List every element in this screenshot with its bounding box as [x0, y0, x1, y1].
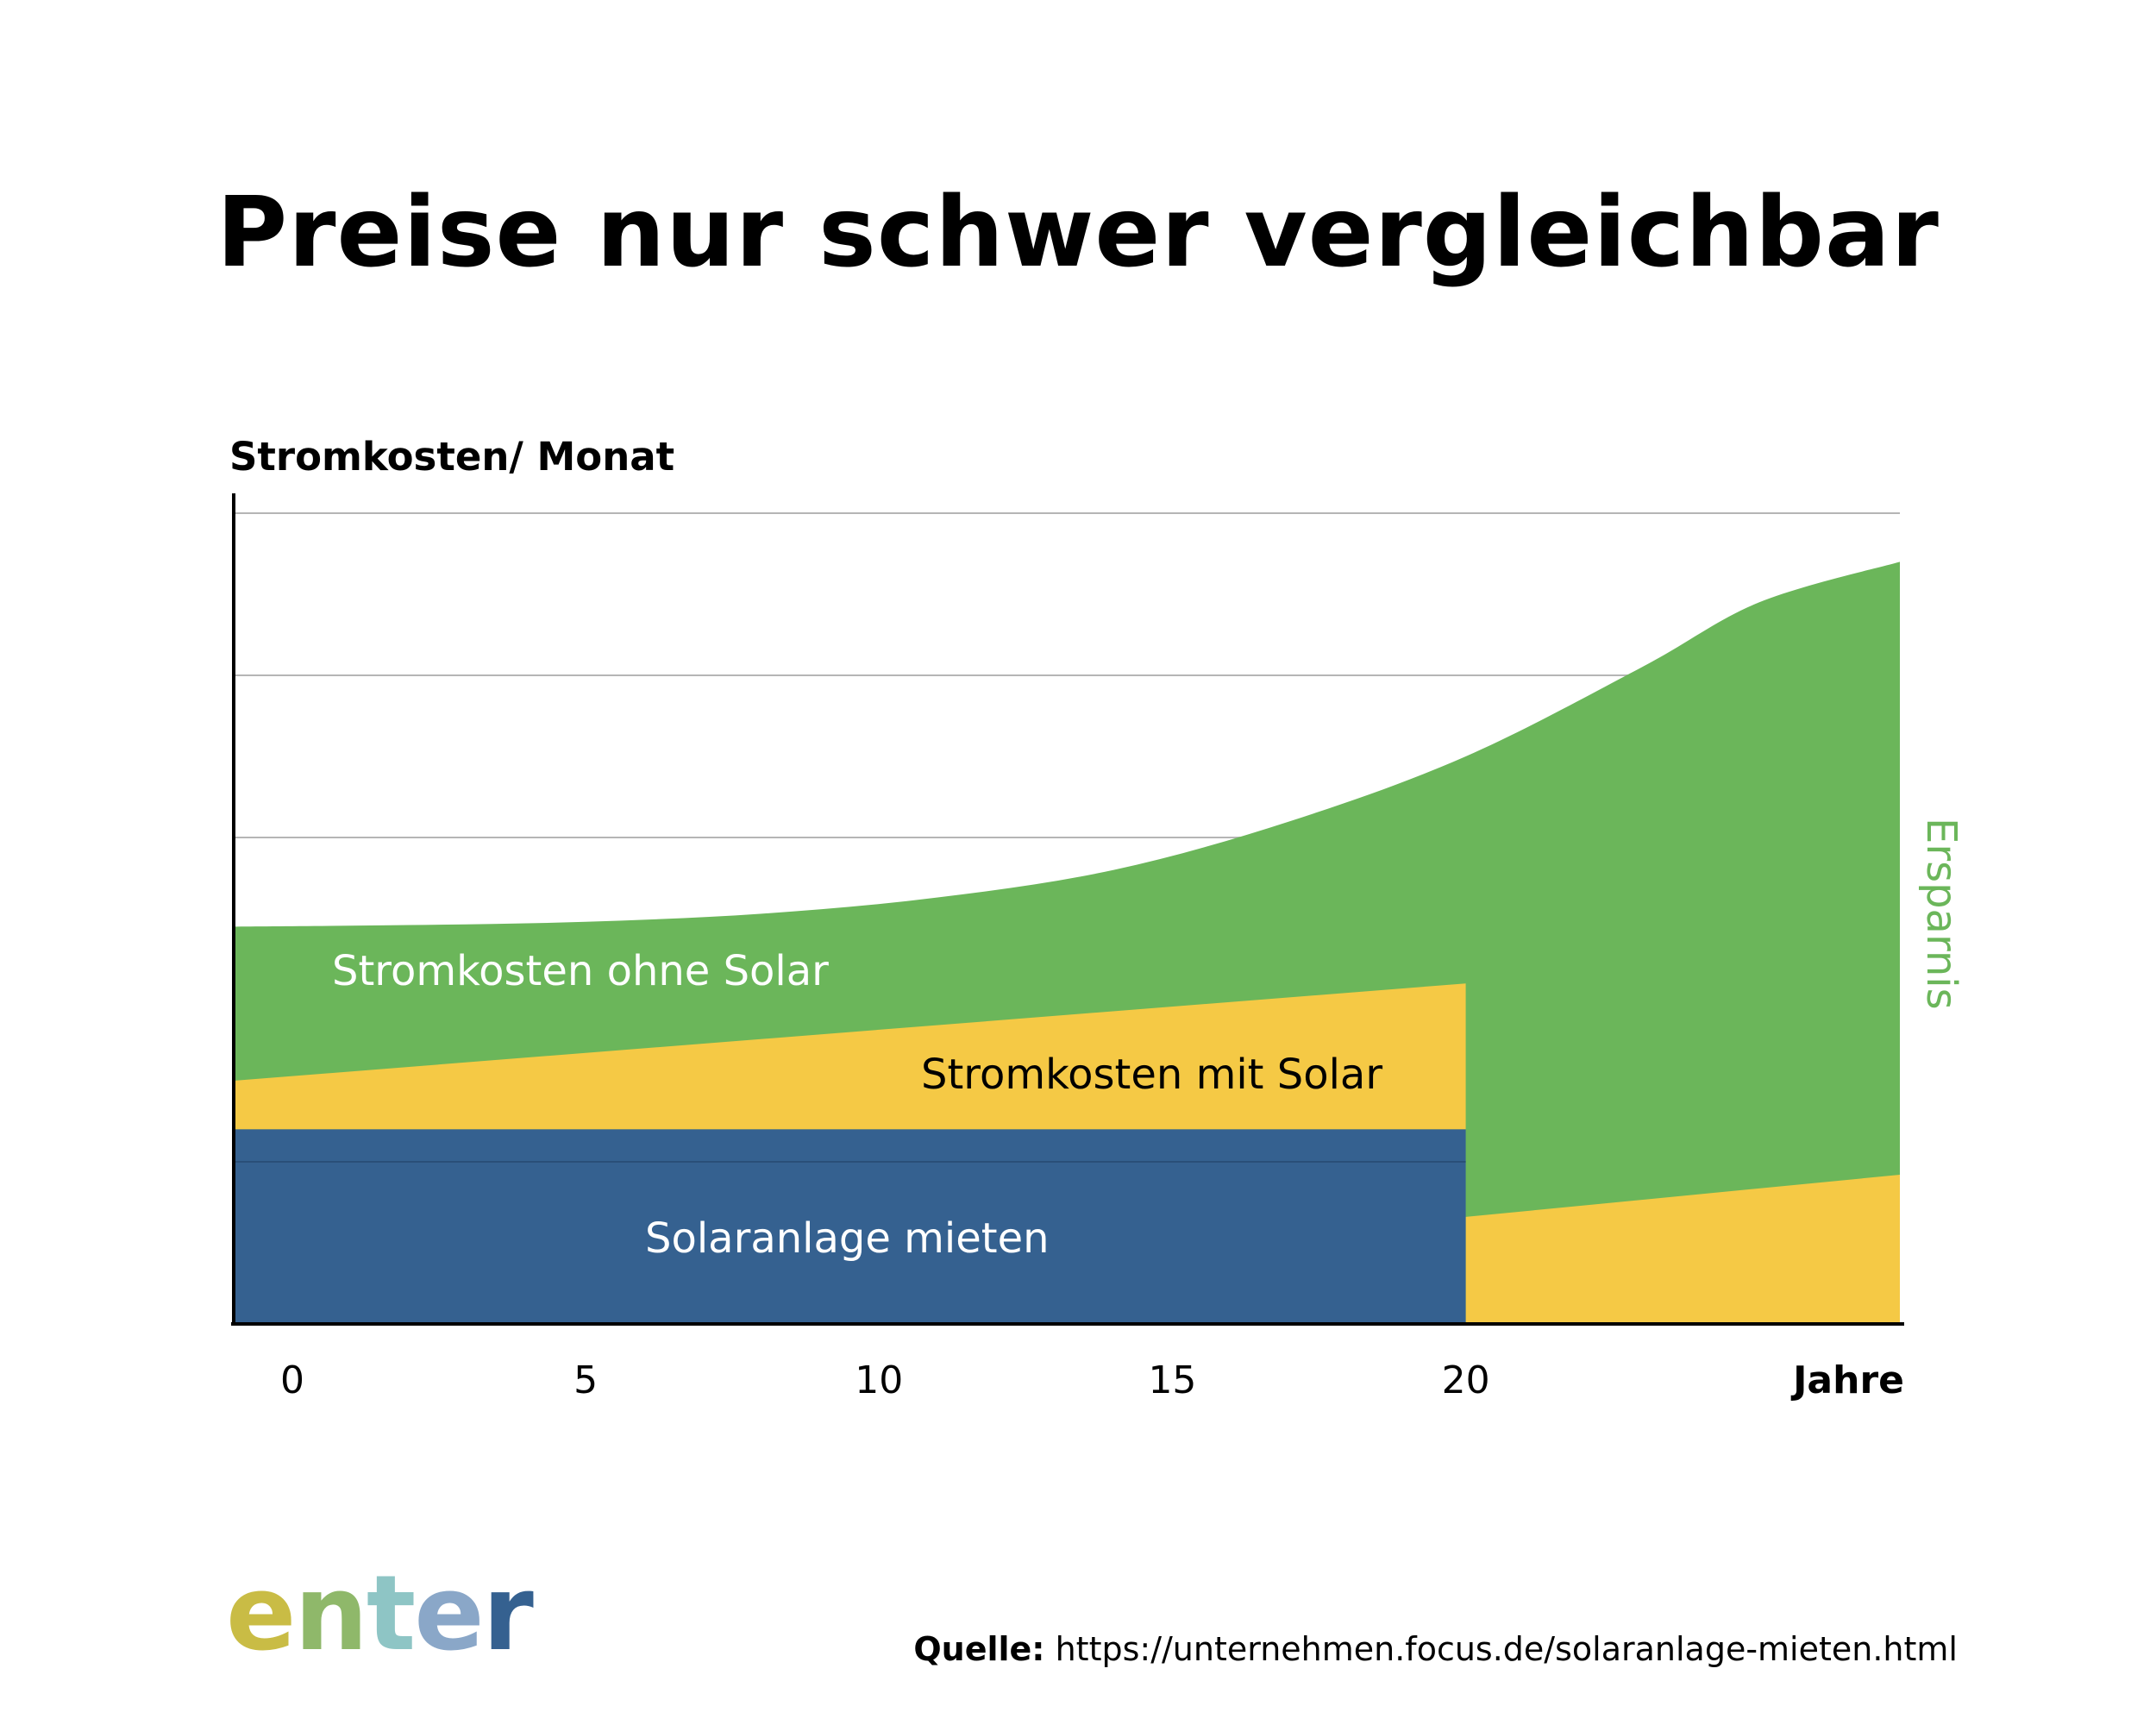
logo-letter: e	[414, 1554, 484, 1674]
label-stromkosten-ohne-solar: Stromkosten ohne Solar	[332, 947, 829, 995]
x-tick-label: 20	[1442, 1358, 1490, 1402]
x-axis-label: Jahre	[1790, 1358, 1904, 1402]
y-axis-label: Stromkosten/ Monat	[229, 434, 674, 480]
logo-letter: r	[482, 1554, 534, 1674]
x-tick-label: 15	[1148, 1358, 1196, 1402]
source-url: https://unternehmen.focus.de/solaranlage…	[1055, 1630, 1958, 1668]
x-tick-label: 0	[280, 1358, 304, 1402]
page-title: Preise nur schwer vergleichbar	[216, 177, 1940, 289]
x-tick-label: 10	[855, 1358, 903, 1402]
x-tick-label: 5	[573, 1358, 598, 1402]
source-note: Quelle: https://unternehmen.focus.de/sol…	[913, 1630, 1958, 1668]
area-stromkosten-mit-solar-nach-miete	[1465, 1175, 1900, 1324]
chart-areas	[234, 561, 1900, 1324]
label-ersparnis: Ersparnis	[1917, 818, 1965, 1010]
logo-letter: t	[366, 1554, 416, 1674]
enter-logo: enter	[226, 1554, 534, 1674]
logo-letter: e	[226, 1554, 296, 1674]
label-solaranlage-mieten: Solaranlage mieten	[645, 1214, 1050, 1263]
x-tick-labels: 0 5 10 15 20	[280, 1358, 1490, 1402]
logo-letter: n	[294, 1554, 367, 1674]
label-stromkosten-mit-solar: Stromkosten mit Solar	[921, 1051, 1382, 1099]
area-solaranlage-mieten	[234, 1129, 1466, 1324]
source-label: Quelle:	[913, 1630, 1045, 1668]
area-stromkosten-mit-solar	[234, 983, 1466, 1130]
